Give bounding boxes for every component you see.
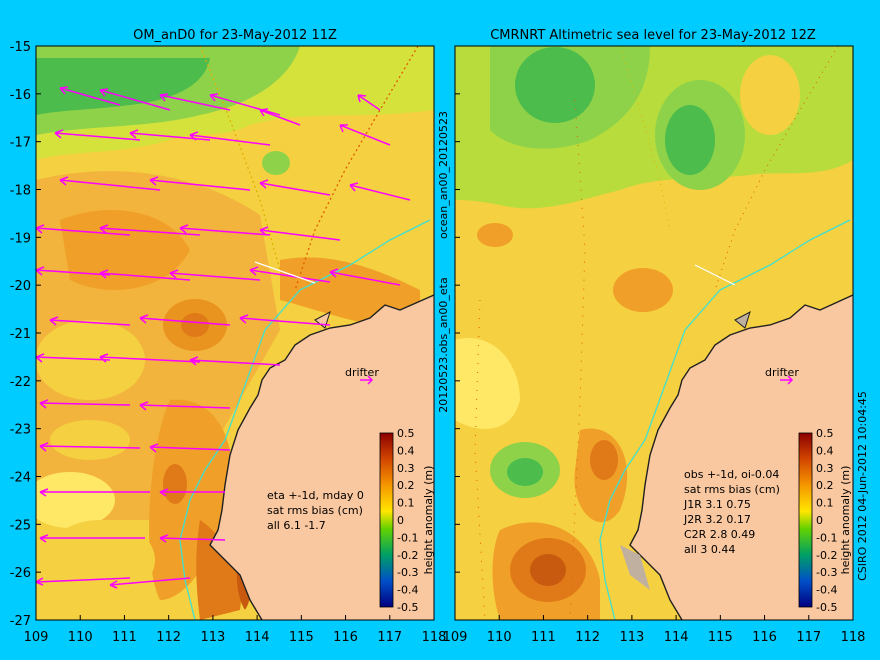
colorbar-tick-label: 0.4 — [816, 444, 834, 457]
lon-tick-label: 115 — [708, 630, 733, 645]
lon-tick-label: 117 — [796, 630, 821, 645]
axis-ticks: -15-16-17-18-19-20-21-22-23-24-25-26-271… — [10, 40, 866, 645]
left-panel-title: OM_anD0 for 23-May-2012 11Z — [133, 28, 337, 43]
colorbar-tick-label: 0 — [816, 514, 823, 527]
left-map-field: drifter eta +-1d, mday 0 sat rms bias (c… — [36, 46, 434, 620]
lon-tick-label: 114 — [245, 630, 270, 645]
right-drifter-arrow — [780, 375, 794, 385]
lat-tick-label: -19 — [10, 231, 31, 246]
lon-tick-label: 116 — [752, 630, 777, 645]
right-stats-line-6: all 3 0.44 — [684, 543, 735, 556]
colorbar-tick-label: -0.3 — [816, 566, 837, 579]
colorbar-tick-label: 0.4 — [397, 444, 415, 457]
right-stats-line-5: C2R 2.8 0.49 — [684, 528, 755, 541]
lon-tick-label: 115 — [289, 630, 314, 645]
left-stats-line-1: eta +-1d, mday 0 — [267, 489, 364, 502]
left-stats-line-2: sat rms bias (cm) — [267, 504, 363, 517]
lat-tick-label: -20 — [10, 279, 31, 294]
colorbar-tick-label: -0.4 — [816, 584, 837, 597]
lon-tick-label: 113 — [200, 630, 225, 645]
colorbar-tick-label: -0.1 — [816, 531, 837, 544]
lon-tick-label: 110 — [68, 630, 93, 645]
right-map-panel: CMRNRT Altimetric sea level for 23-May-2… — [454, 28, 854, 621]
right-colorbar: height anomaly (m) — [798, 432, 852, 608]
colorbar-tick-label: 0.3 — [816, 462, 834, 475]
left-colorbar-label: height anomaly (m) — [422, 466, 435, 575]
lon-tick-label: 118 — [841, 630, 866, 645]
right-map-field: drifter obs +-1d, oi-0.04 sat rms bias (… — [455, 46, 853, 620]
colorbar-tick-label: 0.1 — [397, 497, 415, 510]
lat-tick-label: -24 — [10, 471, 31, 486]
lon-tick-label: 118 — [422, 630, 447, 645]
side-label-upper: ocean_an00_20120523 — [437, 111, 450, 239]
lat-tick-label: -27 — [10, 614, 31, 629]
lon-tick-label: 110 — [487, 630, 512, 645]
colorbar-tick-label: -0.4 — [397, 584, 418, 597]
colorbar-tick-label: 0.3 — [397, 462, 415, 475]
right-colorbar-label: height anomaly (m) — [839, 466, 852, 575]
left-colorbar: height anomaly (m) — [379, 432, 435, 608]
right-stats-box: obs +-1d, oi-0.04 sat rms bias (cm) J1R … — [683, 468, 780, 556]
right-stats-line-2: sat rms bias (cm) — [684, 483, 780, 496]
left-drifter-label: drifter — [345, 366, 379, 379]
lat-tick-label: -21 — [10, 327, 31, 342]
lon-tick-label: 112 — [575, 630, 600, 645]
lon-tick-label: 109 — [24, 630, 49, 645]
lon-tick-label: 112 — [156, 630, 181, 645]
lat-tick-label: -25 — [10, 518, 31, 533]
colorbar-tick-label: 0.5 — [816, 427, 834, 440]
colorbar-tick-label: 0.1 — [816, 497, 834, 510]
colorbar-tick-label: -0.2 — [397, 549, 418, 562]
right-panel-title: CMRNRT Altimetric sea level for 23-May-2… — [490, 28, 816, 43]
colorbar-tick-label: -0.5 — [816, 601, 837, 614]
left-map-panel: OM_anD0 for 23-May-2012 11Z — [35, 28, 435, 621]
colorbar-tick-label: -0.3 — [397, 566, 418, 579]
left-drifter-arrow — [360, 375, 374, 385]
right-drifter-label: drifter — [765, 366, 799, 379]
lon-tick-label: 116 — [333, 630, 358, 645]
colorbar-tick-label: 0.5 — [397, 427, 415, 440]
colorbar-tick-label: 0 — [397, 514, 404, 527]
colorbar-tick-label: -0.1 — [397, 531, 418, 544]
lon-tick-label: 111 — [531, 630, 556, 645]
colorbar-tick-label: -0.2 — [816, 549, 837, 562]
lon-tick-label: 114 — [664, 630, 689, 645]
colorbar-tick-label: 0.2 — [397, 479, 415, 492]
colorbar-tick-label: -0.5 — [397, 601, 418, 614]
colorbar-tick-label: 0.2 — [816, 479, 834, 492]
lat-tick-label: -18 — [10, 184, 31, 199]
lon-tick-label: 113 — [619, 630, 644, 645]
lat-tick-label: -26 — [10, 566, 31, 581]
lat-tick-label: -15 — [10, 40, 31, 55]
right-stats-line-3: J1R 3.1 0.75 — [683, 498, 751, 511]
right-stats-line-4: J2R 3.2 0.17 — [683, 513, 751, 526]
left-stats-box: eta +-1d, mday 0 sat rms bias (cm) all 6… — [267, 489, 364, 532]
lon-tick-label: 111 — [112, 630, 137, 645]
velocity-arrows — [36, 86, 411, 589]
side-label-lower: 20120523.obs_an00_eta — [437, 277, 450, 412]
lon-tick-label: 109 — [443, 630, 468, 645]
lon-tick-label: 117 — [377, 630, 402, 645]
lat-tick-label: -17 — [10, 136, 31, 151]
lat-tick-label: -16 — [10, 88, 31, 103]
credit-label: CSIRO 2012 04-Jun-2012 10:04:45 — [856, 391, 869, 581]
lat-tick-label: -22 — [10, 375, 31, 390]
right-stats-line-1: obs +-1d, oi-0.04 — [684, 468, 779, 481]
left-stats-line-3: all 6.1 -1.7 — [267, 519, 326, 532]
lat-tick-label: -23 — [10, 423, 31, 438]
